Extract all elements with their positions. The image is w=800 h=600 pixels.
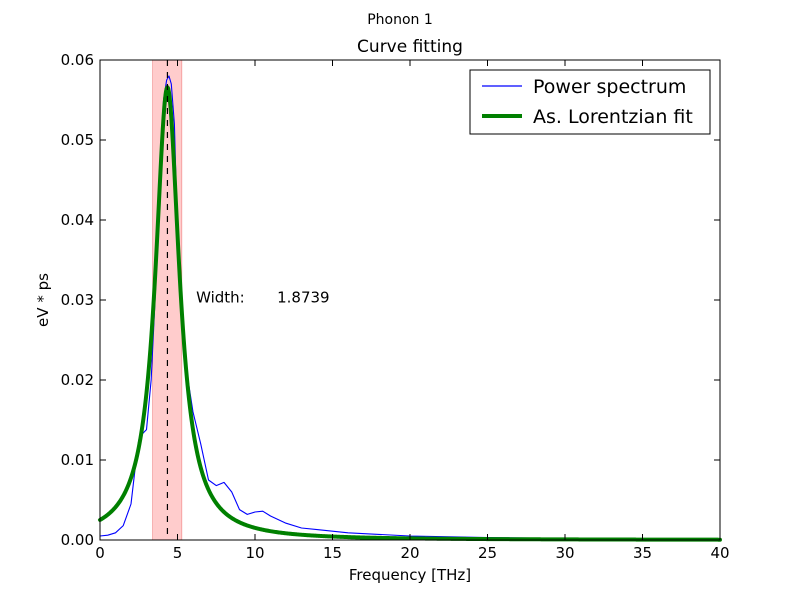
y-tick-label: 0.04 [61, 211, 94, 229]
y-axis-label: eV * ps [34, 273, 52, 327]
y-tick-label: 0.01 [61, 451, 94, 469]
y-tick-label: 0.03 [61, 291, 94, 309]
x-tick-label: 0 [95, 544, 105, 562]
x-tick-label: 35 [633, 544, 652, 562]
y-tick-label: 0.02 [61, 371, 94, 389]
x-tick-label: 40 [710, 544, 729, 562]
y-tick-label: 0.00 [61, 531, 94, 549]
x-tick-label: 30 [555, 544, 574, 562]
width-value: 1.8739 [277, 288, 330, 306]
legend: Power spectrum As. Lorentzian fit [469, 69, 711, 135]
legend-label-lorentzian-fit: As. Lorentzian fit [533, 106, 693, 128]
x-tick-label: 20 [400, 544, 419, 562]
x-tick-label: 10 [245, 544, 264, 562]
x-tick-label: 25 [478, 544, 497, 562]
x-tick-label: 15 [323, 544, 342, 562]
series-line-power-spectrum [99, 75, 721, 540]
legend-label-power-spectrum: Power spectrum [533, 76, 686, 98]
chart-title: Curve fitting [357, 37, 463, 57]
y-tick-label: 0.06 [61, 51, 94, 69]
x-axis-label: Frequency [THz] [349, 566, 471, 584]
series-line-lorentzian-fit [98, 85, 722, 542]
y-tick-label: 0.05 [61, 131, 94, 149]
figure-suptitle: Phonon 1 [367, 12, 433, 28]
x-tick-label: 5 [173, 544, 183, 562]
width-label: Width: [196, 288, 245, 306]
legend-box [469, 69, 711, 135]
